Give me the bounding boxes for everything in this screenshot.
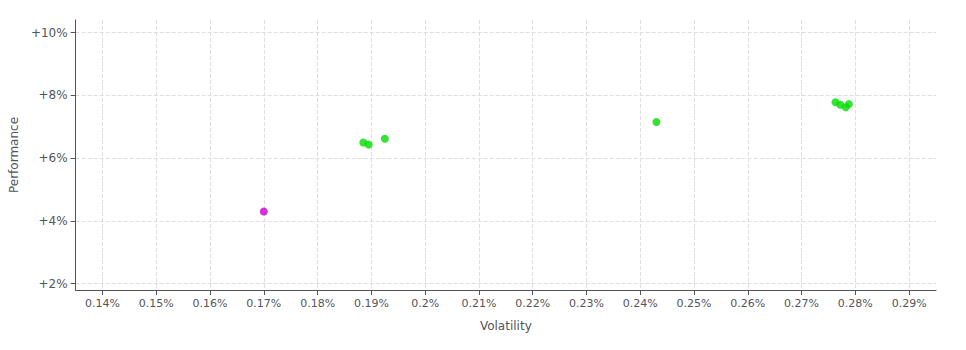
svg-text:0.14%: 0.14%: [85, 297, 120, 310]
svg-text:0.16%: 0.16%: [193, 297, 228, 310]
svg-text:+6%: +6%: [39, 151, 68, 165]
svg-text:0.27%: 0.27%: [784, 297, 819, 310]
svg-text:+4%: +4%: [39, 214, 68, 228]
svg-text:0.25%: 0.25%: [677, 297, 712, 310]
svg-text:Performance: Performance: [7, 117, 21, 193]
svg-text:0.29%: 0.29%: [892, 297, 927, 310]
svg-text:Volatility: Volatility: [480, 319, 532, 333]
svg-text:0.18%: 0.18%: [300, 297, 335, 310]
svg-text:0.15%: 0.15%: [139, 297, 174, 310]
svg-text:0.26%: 0.26%: [730, 297, 765, 310]
svg-text:0.21%: 0.21%: [461, 297, 496, 310]
svg-text:0.23%: 0.23%: [569, 297, 604, 310]
svg-text:0.22%: 0.22%: [515, 297, 550, 310]
svg-text:+2%: +2%: [39, 277, 68, 291]
svg-text:0.24%: 0.24%: [623, 297, 658, 310]
svg-text:0.2%: 0.2%: [411, 297, 439, 310]
svg-text:0.19%: 0.19%: [354, 297, 389, 310]
svg-text:0.28%: 0.28%: [838, 297, 873, 310]
svg-text:+8%: +8%: [39, 88, 68, 102]
svg-text:+10%: +10%: [31, 26, 68, 40]
svg-text:0.17%: 0.17%: [246, 297, 281, 310]
